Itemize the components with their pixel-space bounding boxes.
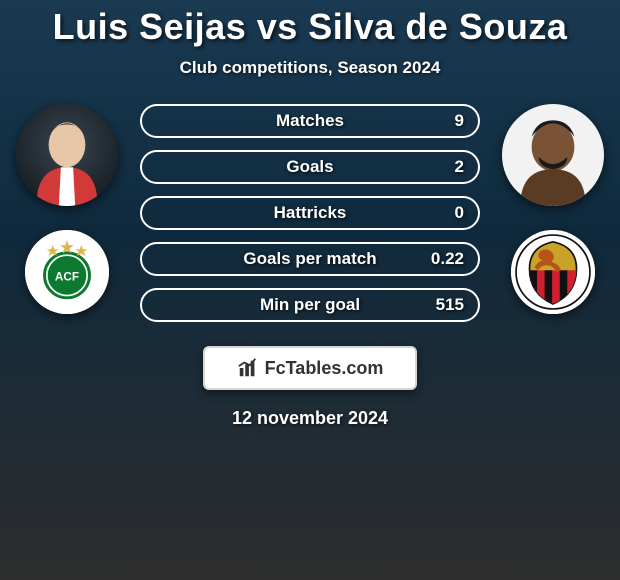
dateline: 12 november 2024 xyxy=(0,408,620,429)
stat-row-hattricks: Hattricks 0 xyxy=(140,196,480,230)
stat-label: Hattricks xyxy=(274,203,347,223)
stat-label: Goals xyxy=(286,157,333,177)
chart-icon xyxy=(237,357,259,379)
left-player-avatar xyxy=(16,104,118,206)
right-column xyxy=(498,104,608,314)
brand-text: FcTables.com xyxy=(265,358,384,379)
right-club-crest xyxy=(511,230,595,314)
right-player-avatar xyxy=(502,104,604,206)
stat-row-goals: Goals 2 xyxy=(140,150,480,184)
left-club-crest: ACF xyxy=(25,230,109,314)
stat-row-goals-per-match: Goals per match 0.22 xyxy=(140,242,480,276)
stat-value: 0.22 xyxy=(431,249,464,269)
left-column: ACF xyxy=(12,104,122,314)
stat-label: Min per goal xyxy=(260,295,360,315)
stat-value: 9 xyxy=(455,111,464,131)
svg-text:ACF: ACF xyxy=(55,270,79,283)
brand-badge[interactable]: FcTables.com xyxy=(203,346,417,390)
stat-label: Goals per match xyxy=(243,249,376,269)
page-title: Luis Seijas vs Silva de Souza xyxy=(0,6,620,48)
comparison-card: Luis Seijas vs Silva de Souza Club compe… xyxy=(0,0,620,429)
stat-value: 2 xyxy=(455,157,464,177)
stat-value: 0 xyxy=(455,203,464,223)
subtitle: Club competitions, Season 2024 xyxy=(0,58,620,78)
stats-column: Matches 9 Goals 2 Hattricks 0 Goals per … xyxy=(140,104,480,322)
main-row: ACF Matches 9 Goals 2 Hattricks xyxy=(0,104,620,322)
stat-row-matches: Matches 9 xyxy=(140,104,480,138)
stat-label: Matches xyxy=(276,111,344,131)
stat-row-min-per-goal: Min per goal 515 xyxy=(140,288,480,322)
stat-value: 515 xyxy=(436,295,464,315)
